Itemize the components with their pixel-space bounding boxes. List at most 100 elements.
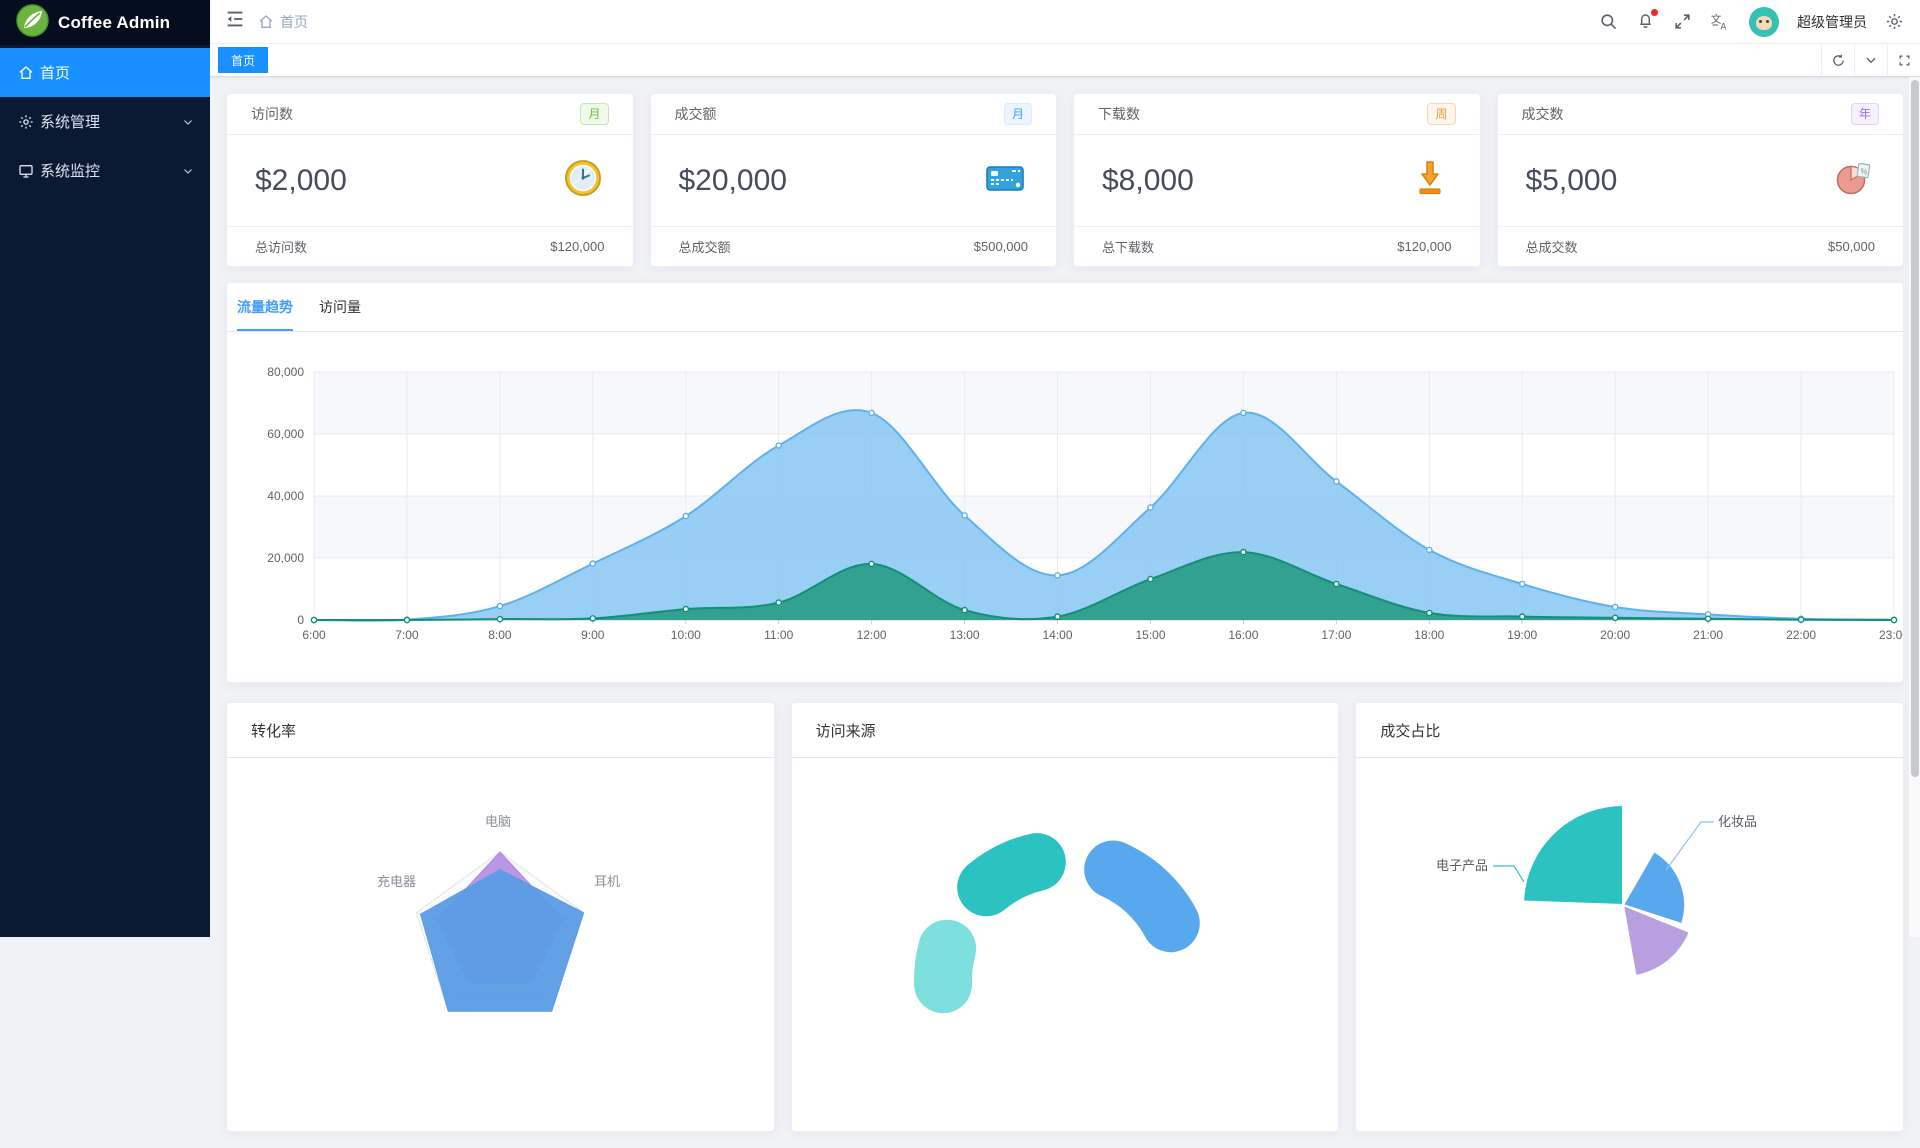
stat-card-visits: 访问数 月 $2,000 — [226, 93, 634, 267]
period-badge: 周 — [1427, 103, 1456, 125]
sidebar-item-system-monitor[interactable]: 系统监控 — [0, 146, 210, 195]
svg-text:80,000: 80,000 — [267, 365, 304, 379]
download-icon — [1410, 158, 1450, 203]
tab-visit-volume[interactable]: 访问量 — [319, 299, 361, 315]
svg-text:文: 文 — [1711, 12, 1722, 25]
svg-text:13:00: 13:00 — [950, 628, 980, 642]
deal-share-pie-chart: 电子产品 化妆品 — [1436, 803, 1757, 978]
svg-text:9:00: 9:00 — [581, 628, 605, 642]
sidebar-item-label: 系统监控 — [40, 163, 101, 180]
page-content: 访问数 月 $2,000 — [210, 77, 1920, 1148]
breadcrumb: 首页 — [258, 12, 308, 32]
svg-text:15:00: 15:00 — [1135, 628, 1165, 642]
scrollbar-thumb[interactable] — [1911, 80, 1919, 777]
stat-title: 下载数 — [1098, 106, 1140, 122]
bell-icon[interactable] — [1636, 9, 1658, 31]
stat-value: $2,000 — [255, 163, 347, 197]
svg-text:7:00: 7:00 — [395, 628, 419, 642]
trend-area-chart: 0 20,000 40,000 60,000 80,000 6:00 7:00 8:00 9:0… — [267, 365, 1903, 642]
stat-title: 访问数 — [251, 106, 293, 122]
svg-text:%: % — [1860, 167, 1868, 177]
svg-text:11:00: 11:00 — [764, 628, 793, 642]
conversion-card: 转化率 电脑耳机 充电器 — [226, 702, 775, 1132]
svg-text:A: A — [1721, 21, 1727, 31]
svg-text:20,000: 20,000 — [267, 551, 304, 565]
bank-card-icon — [984, 158, 1026, 203]
svg-text:14:00: 14:00 — [1042, 628, 1072, 642]
svg-text:19:00: 19:00 — [1507, 628, 1537, 642]
visit-source-card: 访问来源 — [790, 702, 1340, 1132]
deal-share-card: 成交占比 电子产品 化妆品 — [1355, 702, 1905, 1132]
sidebar-item-label: 系统管理 — [40, 114, 101, 131]
svg-text:8:00: 8:00 — [488, 628, 512, 642]
sidebar: Coffee Admin 首页 系统管理 系统监控 — [0, 0, 210, 937]
svg-text:10:00: 10:00 — [671, 628, 701, 642]
svg-text:21:00: 21:00 — [1693, 628, 1723, 642]
refresh-icon[interactable] — [1821, 44, 1854, 76]
stat-footer-label: 总访问数 — [255, 240, 308, 255]
svg-text:18:00: 18:00 — [1414, 628, 1444, 642]
visit-source-donut-chart — [913, 833, 1200, 1014]
svg-text:20:00: 20:00 — [1600, 628, 1630, 642]
svg-text:60,000: 60,000 — [267, 427, 304, 441]
chevron-down-icon — [184, 119, 192, 125]
stat-footer-value: $500,000 — [973, 239, 1028, 254]
svg-text:40,000: 40,000 — [267, 489, 304, 503]
svg-text:充电器: 充电器 — [377, 874, 416, 889]
bottom-cards-row: 转化率 电脑耳机 充电器 访问来源 成交占比 电子产品 化妆品 — [226, 702, 1905, 1132]
clock-icon — [563, 158, 603, 203]
sidebar-menu: 首页 系统管理 系统监控 — [0, 45, 210, 195]
svg-text:0: 0 — [297, 613, 304, 627]
gear-icon[interactable] — [1885, 12, 1904, 31]
menu-fold-icon[interactable] — [222, 6, 248, 37]
trend-chart-card: 流量趋势 访问量 0 20,000 40,000 60,000 80,000 6:00 7:… — [226, 282, 1904, 683]
vertical-scrollbar — [1908, 77, 1920, 937]
stat-title: 成交额 — [674, 106, 717, 122]
home-icon — [19, 65, 33, 79]
breadcrumb-item[interactable]: 首页 — [280, 13, 308, 30]
tab-home[interactable]: 首页 — [218, 47, 269, 73]
card-title: 成交占比 — [1356, 703, 1904, 758]
notification-badge — [1651, 9, 1658, 16]
username[interactable]: 超级管理员 — [1797, 13, 1867, 30]
maximize-icon[interactable] — [1887, 44, 1920, 76]
svg-text:16:00: 16:00 — [1228, 628, 1258, 642]
app-logo[interactable]: Coffee Admin — [0, 0, 210, 45]
stat-footer-value: $120,000 — [1397, 239, 1452, 254]
avatar[interactable] — [1749, 6, 1779, 37]
sidebar-item-system-management[interactable]: 系统管理 — [0, 97, 210, 146]
search-icon[interactable] — [1599, 12, 1618, 31]
tab-traffic-trend[interactable]: 流量趋势 — [237, 297, 293, 331]
fullscreen-icon[interactable] — [1673, 12, 1692, 31]
stat-value: $5,000 — [1525, 163, 1618, 197]
stat-card-deals: 成交数 年 $5,000 % 总成交数 — [1496, 93, 1904, 267]
card-title: 转化率 — [227, 703, 774, 758]
stat-value: $8,000 — [1102, 163, 1194, 197]
period-badge: 月 — [1003, 103, 1032, 125]
gear-icon — [19, 114, 33, 129]
chevron-down-icon[interactable] — [1854, 44, 1887, 76]
svg-text:耳机: 耳机 — [594, 874, 620, 889]
svg-text:22:00: 22:00 — [1786, 628, 1816, 642]
stat-value: $20,000 — [678, 163, 787, 197]
pie-chart-icon: % — [1833, 158, 1873, 203]
period-badge: 年 — [1850, 103, 1879, 125]
period-badge: 月 — [580, 103, 609, 125]
svg-text:电子产品: 电子产品 — [1436, 858, 1488, 873]
svg-text:电脑: 电脑 — [485, 814, 511, 829]
svg-text:化妆品: 化妆品 — [1718, 814, 1757, 829]
svg-text:17:00: 17:00 — [1321, 628, 1351, 642]
svg-text:6:00: 6:00 — [302, 628, 326, 642]
app-title: Coffee Admin — [58, 12, 171, 32]
tab-bar: 首页 — [210, 44, 1920, 77]
stat-card-downloads: 下载数 周 $8,000 总下载数 $120,000 — [1073, 93, 1481, 267]
stat-footer-value: $50,000 — [1828, 239, 1875, 254]
home-icon[interactable] — [258, 14, 274, 30]
svg-text:12:00: 12:00 — [857, 628, 887, 642]
sidebar-item-home[interactable]: 首页 — [0, 48, 210, 97]
stat-footer-label: 总下载数 — [1102, 240, 1155, 255]
